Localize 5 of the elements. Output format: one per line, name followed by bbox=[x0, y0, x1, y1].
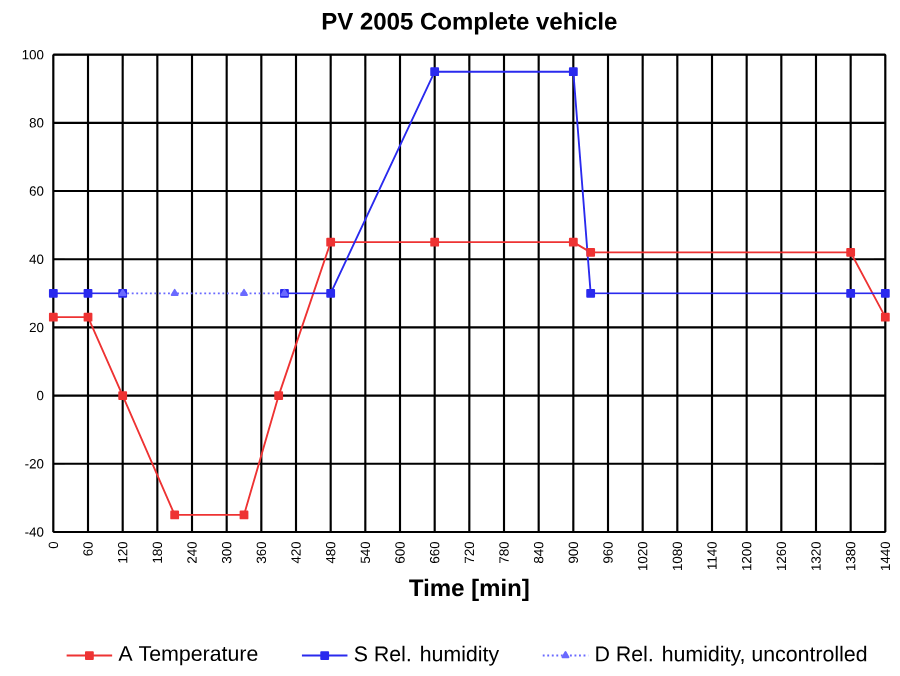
x-axis-title: Time [min] bbox=[409, 578, 529, 602]
chart-title: PV 2005 Complete vehicle bbox=[322, 12, 617, 35]
legend-label: A Temperature bbox=[118, 646, 258, 666]
legend-label: S Rel. humidity bbox=[354, 645, 500, 666]
legend-label: D Rel. humidity, uncontrolled bbox=[596, 645, 867, 666]
